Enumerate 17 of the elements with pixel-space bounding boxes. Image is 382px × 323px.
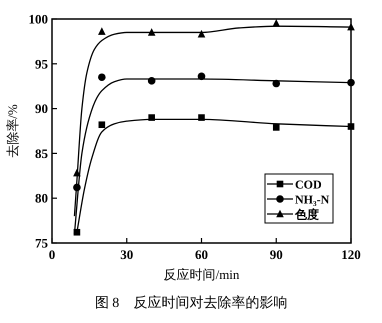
y-axis-title: 去除率/% xyxy=(5,104,20,158)
legend-label: COD xyxy=(295,178,322,192)
y-tick-label: 95 xyxy=(35,56,48,72)
y-tick-label: 85 xyxy=(35,146,48,161)
x-tick-label: 0 xyxy=(48,247,56,262)
legend-label: NH₃-N xyxy=(295,192,330,206)
x-tick-label: 120 xyxy=(341,247,361,262)
legend-label: 色度 xyxy=(294,208,319,222)
text: 图 8 反应时间对去除率的影响 xyxy=(94,295,288,311)
y-tick-label: 75 xyxy=(35,236,48,250)
x-tick-label: 90 xyxy=(270,247,283,262)
y-tick-label: 100 xyxy=(28,12,48,26)
x-tick-label: 60 xyxy=(195,247,208,262)
x-tick-label: 30 xyxy=(120,247,134,262)
y-tick-label: 80 xyxy=(35,190,48,206)
x-axis-title: 反应时间/min xyxy=(164,267,240,282)
y-tick-label: 90 xyxy=(35,101,48,116)
